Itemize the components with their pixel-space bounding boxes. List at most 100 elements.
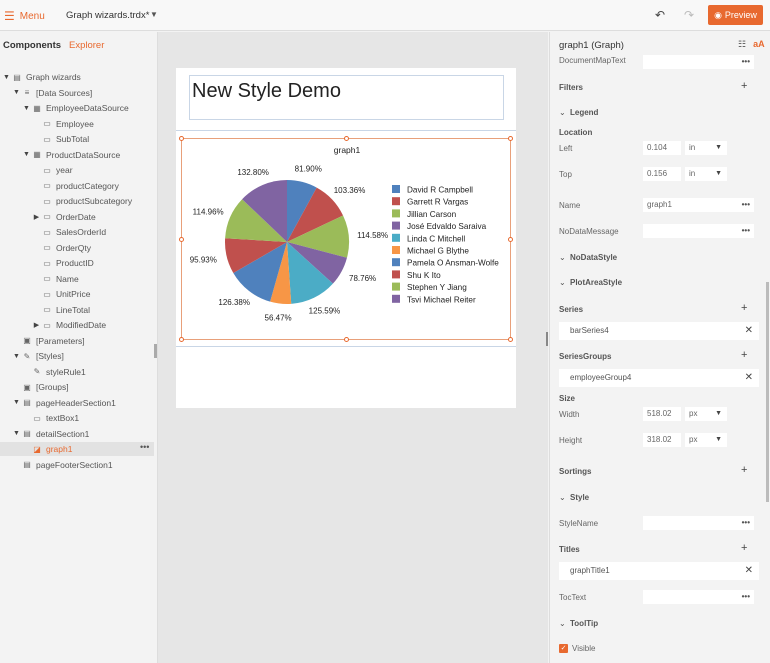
width-unit-select[interactable]: px ▼ bbox=[685, 407, 727, 421]
toc-text-field[interactable]: ••• bbox=[643, 590, 754, 604]
height-unit-select[interactable]: px ▼ bbox=[685, 433, 727, 447]
tree-item[interactable]: ▭ ProductID bbox=[0, 256, 154, 270]
more-icon[interactable]: ••• bbox=[741, 57, 750, 66]
list-view-icon[interactable]: ☷ bbox=[738, 39, 747, 49]
tree-item[interactable]: ▭ SubTotal bbox=[0, 132, 154, 146]
title-textbox[interactable]: New Style Demo bbox=[189, 75, 504, 120]
tree-item[interactable]: ▭ LineTotal bbox=[0, 303, 154, 317]
chevron-down-icon[interactable]: ▼ bbox=[150, 10, 158, 19]
tree-item[interactable]: ▶ ▭ ModifiedDate bbox=[0, 318, 154, 332]
tree-item[interactable]: ▭ year bbox=[0, 163, 154, 177]
collapse-icon[interactable]: ▼ bbox=[13, 430, 20, 437]
tree-item[interactable]: ▼ ✎ [Styles] bbox=[0, 349, 154, 363]
splitter-handle[interactable] bbox=[546, 332, 548, 346]
tree-item[interactable]: ▼ ▦ EmployeeDataSource bbox=[0, 101, 154, 115]
data-label: 126.38% bbox=[218, 298, 250, 307]
more-icon[interactable]: ••• bbox=[140, 442, 150, 452]
undo-icon[interactable]: ↶ bbox=[655, 8, 666, 22]
tree-item[interactable]: ▭ productCategory bbox=[0, 179, 154, 193]
tree-item[interactable]: ▤ pageFooterSection1 bbox=[0, 458, 154, 472]
resize-handle[interactable] bbox=[508, 237, 513, 242]
preview-button[interactable]: ◉ Preview bbox=[708, 5, 763, 25]
series-item[interactable]: barSeries4 ✕ bbox=[559, 322, 759, 340]
height-field[interactable]: 318.02 bbox=[643, 433, 681, 447]
more-icon[interactable]: ••• bbox=[741, 518, 750, 527]
collapse-icon[interactable]: ▼ bbox=[23, 151, 30, 158]
chevron-down-icon[interactable]: ⌄ bbox=[559, 278, 566, 287]
redo-icon[interactable]: ↷ bbox=[684, 8, 695, 22]
tree-item[interactable]: ▶ ▭ OrderDate bbox=[0, 210, 154, 224]
style-name-field[interactable]: ••• bbox=[643, 516, 754, 530]
tree-item[interactable]: ▼ ▤ Graph wizards bbox=[0, 70, 154, 84]
expand-icon[interactable]: ▶ bbox=[33, 322, 40, 329]
tree-item[interactable]: ▭ UnitPrice bbox=[0, 287, 154, 301]
no-data-message-field[interactable]: ••• bbox=[643, 224, 754, 238]
tab-explorer[interactable]: Explorer bbox=[69, 40, 105, 51]
file-title[interactable]: Graph wizards.trdx* bbox=[66, 10, 150, 21]
tree-item[interactable]: ▭ SalesOrderId bbox=[0, 225, 154, 239]
close-icon[interactable]: ✕ bbox=[744, 325, 753, 336]
collapse-icon[interactable]: ▼ bbox=[13, 399, 20, 406]
title-item[interactable]: graphTitle1 ✕ bbox=[559, 562, 759, 580]
prop-section[interactable]: Legend bbox=[570, 108, 599, 117]
graph-item[interactable]: graph1 81.90% 103.36% 114.58% 78.76% 125.59% 5… bbox=[179, 136, 513, 342]
tree-item[interactable]: ▼ ▦ ProductDataSource bbox=[0, 148, 154, 162]
tree-item[interactable]: ▭ textBox1 bbox=[0, 411, 154, 425]
left-unit-select[interactable]: in ▼ bbox=[685, 141, 727, 155]
more-icon[interactable]: ••• bbox=[741, 226, 750, 235]
top-field[interactable]: 0.156 bbox=[643, 167, 681, 181]
add-title-icon[interactable]: + bbox=[741, 542, 748, 554]
chevron-down-icon[interactable]: ⌄ bbox=[559, 493, 566, 502]
resize-handle[interactable] bbox=[508, 337, 513, 342]
more-icon[interactable]: ••• bbox=[741, 592, 750, 601]
width-field[interactable]: 518.02 bbox=[643, 407, 681, 421]
tree-item[interactable]: ▭ Name bbox=[0, 272, 154, 286]
add-series-group-icon[interactable]: + bbox=[741, 349, 748, 361]
left-field[interactable]: 0.104 bbox=[643, 141, 681, 155]
scrollbar[interactable] bbox=[766, 282, 769, 502]
chevron-down-icon[interactable]: ⌄ bbox=[559, 619, 566, 628]
top-unit-select[interactable]: in ▼ bbox=[685, 167, 727, 181]
tree-item[interactable]: ▼ ▤ detailSection1 bbox=[0, 427, 154, 441]
prop-section[interactable]: PlotAreaStyle bbox=[570, 278, 623, 287]
chevron-down-icon[interactable]: ⌄ bbox=[559, 108, 566, 117]
close-icon[interactable]: ✕ bbox=[744, 565, 753, 576]
resize-handle[interactable] bbox=[179, 136, 184, 141]
expand-icon[interactable]: ▶ bbox=[33, 213, 40, 221]
tree-item[interactable]: ✎ styleRule1 bbox=[0, 365, 154, 379]
resize-handle[interactable] bbox=[344, 337, 349, 342]
tree-item[interactable]: ▭ Employee bbox=[0, 117, 154, 131]
tree-item[interactable]: ▣ [Parameters] bbox=[0, 334, 154, 348]
add-series-icon[interactable]: + bbox=[741, 302, 748, 314]
add-sorting-icon[interactable]: + bbox=[741, 464, 748, 476]
splitter-handle[interactable] bbox=[154, 344, 157, 358]
collapse-icon[interactable]: ▼ bbox=[13, 352, 20, 360]
close-icon[interactable]: ✕ bbox=[744, 372, 753, 383]
tab-components[interactable]: Components bbox=[3, 40, 62, 51]
resize-handle[interactable] bbox=[179, 237, 184, 242]
add-filter-icon[interactable]: + bbox=[741, 80, 748, 92]
resize-handle[interactable] bbox=[179, 337, 184, 342]
visible-checkbox[interactable]: ✓ bbox=[559, 644, 568, 653]
tree-item[interactable]: ◪ graph1 ••• bbox=[0, 442, 154, 456]
resize-handle[interactable] bbox=[508, 136, 513, 141]
more-icon[interactable]: ••• bbox=[741, 200, 750, 209]
prop-section[interactable]: ToolTip bbox=[570, 619, 599, 628]
alphabetical-icon[interactable]: aA bbox=[753, 39, 765, 49]
chevron-down-icon[interactable]: ⌄ bbox=[559, 253, 566, 262]
collapse-icon[interactable]: ▼ bbox=[23, 104, 30, 112]
tree-item[interactable]: ▭ productSubcategory bbox=[0, 194, 154, 208]
prop-section[interactable]: Style bbox=[570, 493, 590, 502]
collapse-icon[interactable]: ▼ bbox=[13, 89, 20, 96]
prop-section[interactable]: NoDataStyle bbox=[570, 253, 618, 262]
series-group-item[interactable]: employeeGroup4 ✕ bbox=[559, 369, 759, 387]
collapse-icon[interactable]: ▼ bbox=[3, 73, 10, 81]
resize-handle[interactable] bbox=[344, 136, 349, 141]
tree-item[interactable]: ▼ ≡ [Data Sources] bbox=[0, 86, 154, 100]
menu-button[interactable]: ☰ Menu bbox=[4, 9, 45, 23]
tree-item[interactable]: ▣ [Groups] bbox=[0, 380, 154, 394]
name-field[interactable]: graph1 ••• bbox=[643, 198, 754, 212]
document-map-text-field[interactable]: ••• bbox=[643, 55, 754, 69]
tree-item[interactable]: ▼ ▤ pageHeaderSection1 bbox=[0, 396, 154, 410]
tree-item[interactable]: ▭ OrderQty bbox=[0, 241, 154, 255]
